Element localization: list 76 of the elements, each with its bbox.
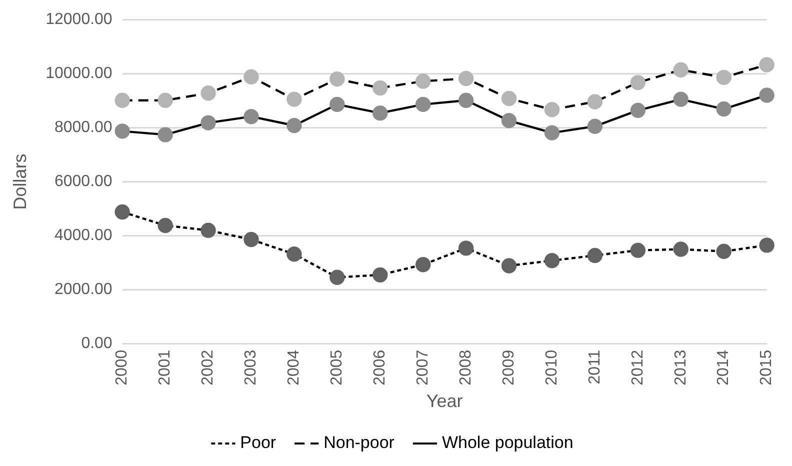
y-tick-label: 10000.00 <box>46 65 112 82</box>
point <box>286 118 302 134</box>
legend-label: Non-poor <box>324 433 395 452</box>
x-tick-label: 2012 <box>629 350 646 386</box>
point <box>114 92 130 108</box>
point <box>501 90 517 106</box>
point <box>501 113 517 128</box>
point <box>415 96 431 112</box>
x-tick-label: 2015 <box>758 350 776 386</box>
x-tick-label: 2010 <box>543 350 560 386</box>
point <box>372 267 388 283</box>
x-tick-label: 2002 <box>200 350 217 386</box>
point <box>587 248 603 264</box>
point <box>544 125 560 140</box>
point <box>458 92 474 108</box>
x-axis-title: Year <box>426 391 463 412</box>
legend-label: Whole population <box>442 433 574 452</box>
point <box>415 257 431 272</box>
point <box>587 94 603 110</box>
point <box>630 242 646 258</box>
point <box>330 270 345 285</box>
point <box>759 88 774 103</box>
point <box>372 80 388 96</box>
x-tick-label: 2007 <box>414 350 432 386</box>
point <box>544 102 560 118</box>
y-tick-label: 4000.00 <box>54 227 112 244</box>
x-tick-label: 2003 <box>242 350 260 386</box>
y-axis-title: Dollars <box>10 154 30 210</box>
point <box>158 218 173 234</box>
point <box>630 102 646 118</box>
point <box>286 92 302 107</box>
point <box>759 57 774 72</box>
point <box>244 108 259 124</box>
point <box>200 85 216 101</box>
y-tick-label: 12000.00 <box>46 11 112 28</box>
point <box>716 244 732 260</box>
point <box>458 70 474 86</box>
y-tick-label: 8000.00 <box>54 119 112 136</box>
y-tick-label: 2000.00 <box>54 281 112 298</box>
x-tick-label: 2004 <box>286 350 303 386</box>
legend-label: Poor <box>240 433 276 452</box>
point <box>716 70 732 86</box>
point <box>200 222 216 238</box>
x-tick-label: 2009 <box>500 350 518 386</box>
point <box>200 115 216 130</box>
point <box>673 92 688 107</box>
point <box>114 204 130 220</box>
point <box>630 74 646 90</box>
point <box>673 242 688 257</box>
point <box>244 232 259 248</box>
point <box>286 246 302 262</box>
x-tick-label: 2006 <box>372 350 389 386</box>
point <box>114 124 130 139</box>
point <box>458 240 474 256</box>
y-tick-label: 6000.00 <box>54 173 112 190</box>
point <box>716 101 732 117</box>
point <box>330 96 345 112</box>
y-tick-label: 0.00 <box>81 335 112 352</box>
x-tick-label: 2005 <box>328 350 346 386</box>
point <box>415 74 431 89</box>
point <box>501 258 517 274</box>
point <box>158 127 173 142</box>
point <box>587 118 603 134</box>
x-tick-label: 2013 <box>672 350 690 386</box>
point <box>330 71 345 87</box>
point <box>544 252 560 268</box>
x-tick-label: 2008 <box>457 350 474 386</box>
x-tick-label: 2001 <box>156 350 174 386</box>
x-tick-label: 2000 <box>114 350 131 386</box>
point <box>244 69 259 84</box>
x-tick-label: 2014 <box>715 350 732 386</box>
point <box>759 238 774 253</box>
point <box>673 62 688 78</box>
point <box>158 92 173 108</box>
point <box>372 105 388 121</box>
x-tick-label: 2011 <box>586 350 604 384</box>
